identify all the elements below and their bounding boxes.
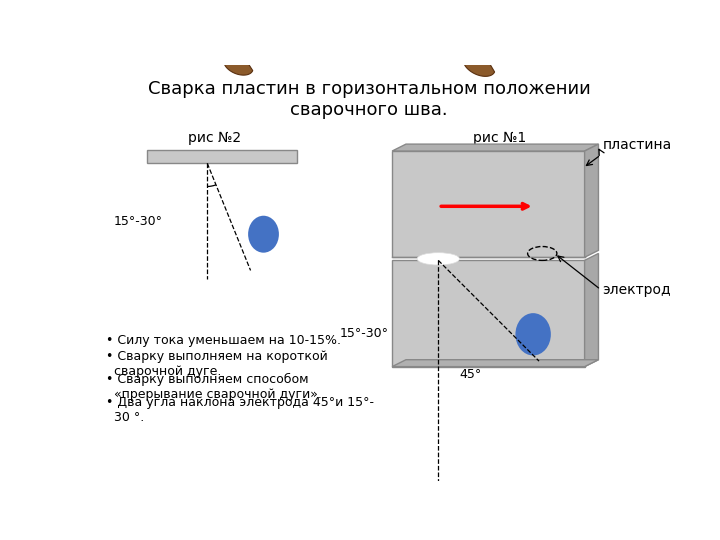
- Ellipse shape: [248, 215, 279, 253]
- Bar: [392, 260, 585, 367]
- Text: рис №1: рис №1: [473, 131, 526, 145]
- Text: пластина: пластина: [603, 138, 672, 152]
- Polygon shape: [464, 37, 504, 76]
- Ellipse shape: [417, 253, 459, 265]
- Bar: [392, 151, 585, 257]
- Polygon shape: [392, 144, 598, 151]
- Text: электрод: электрод: [603, 282, 671, 296]
- Text: 45°: 45°: [460, 368, 482, 381]
- Ellipse shape: [516, 313, 551, 355]
- Text: рис №2: рис №2: [189, 131, 242, 145]
- Text: 15°-30°: 15°-30°: [339, 327, 388, 340]
- Text: • Два угла наклона электрода 45°и 15°-
  30 °.: • Два угла наклона электрода 45°и 15°- 3…: [106, 396, 374, 424]
- Polygon shape: [392, 360, 598, 367]
- Text: • Сварку выполняем на короткой
  сварочной дуге.: • Сварку выполняем на короткой сварочной…: [106, 350, 328, 377]
- Text: 15°-30°: 15°-30°: [114, 214, 163, 228]
- Polygon shape: [224, 39, 261, 75]
- Polygon shape: [585, 253, 598, 367]
- Text: • Силу тока уменьшаем на 10-15%.: • Силу тока уменьшаем на 10-15%.: [106, 334, 341, 347]
- Bar: [148, 150, 297, 164]
- Polygon shape: [585, 144, 598, 257]
- Text: Сварка пластин в горизонтальном положении
сварочного шва.: Сварка пластин в горизонтальном положени…: [148, 80, 590, 119]
- Text: • Сварку выполняем способом
  «прерывание сварочной дуги».: • Сварку выполняем способом «прерывание …: [106, 373, 322, 401]
